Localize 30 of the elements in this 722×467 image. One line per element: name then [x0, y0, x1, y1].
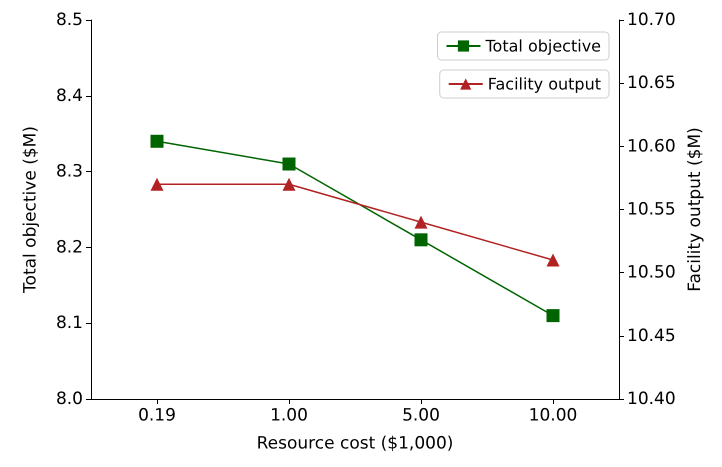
y2-tick-label: 10.40 — [627, 389, 676, 409]
y-tick-label: 8.3 — [56, 162, 83, 182]
point — [150, 134, 164, 148]
y-axis-title: Total objective ($M) — [20, 126, 40, 294]
point — [546, 309, 560, 322]
y2-tick-label: 10.45 — [627, 326, 676, 346]
y-tick-label: 8.0 — [56, 389, 83, 409]
y-tick-label: 8.5 — [56, 10, 83, 30]
x-tick-label: 0.19 — [138, 406, 176, 426]
y2-tick-label: 10.70 — [627, 10, 676, 30]
x-tick-label: 10.00 — [528, 406, 578, 426]
point — [414, 233, 428, 246]
y-tick-label: 8.4 — [56, 86, 83, 106]
y2-tick-label: 10.60 — [627, 136, 676, 156]
legend-label: Facility output — [488, 74, 602, 94]
y-tick-label: 8.2 — [56, 237, 83, 258]
x-tick-label: 5.00 — [402, 406, 440, 426]
y2-tick-label: 10.65 — [627, 73, 676, 94]
legend-label: Total objective — [484, 36, 601, 56]
point — [282, 178, 296, 191]
y2-axis-title: Facility output ($M) — [685, 127, 706, 292]
point — [282, 158, 296, 171]
point — [546, 254, 560, 267]
y2-tick-label: 10.55 — [627, 200, 676, 220]
point — [414, 216, 428, 229]
y2-tick-label: 10.50 — [627, 262, 676, 283]
y-tick-label: 8.1 — [56, 313, 83, 334]
x-axis-title: Resource cost ($1,000) — [256, 434, 454, 454]
x-tick-label: 1.00 — [270, 406, 308, 426]
point — [150, 178, 164, 191]
